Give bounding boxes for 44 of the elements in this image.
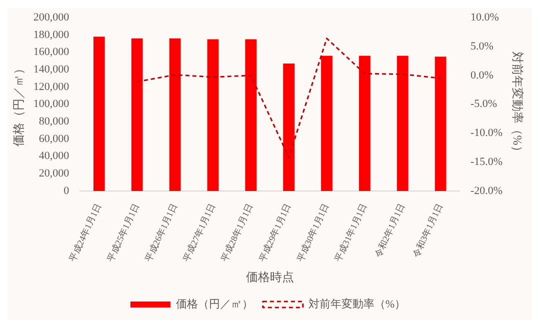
y2-tick-label: -20.0%	[470, 184, 503, 197]
bar	[396, 56, 408, 191]
bar	[245, 39, 257, 191]
y2-tick-label: -5.0%	[470, 98, 498, 110]
y-tick-label: 100,000	[33, 98, 70, 110]
bar	[169, 38, 181, 191]
x-tick-label: 平成27年1月1日	[181, 202, 217, 264]
y2-tick-label: -10.0%	[470, 127, 503, 140]
y-tick-label: 20,000	[38, 167, 70, 180]
x-tick-label: 平成28年1月1日	[219, 202, 255, 264]
bar	[283, 64, 294, 191]
bar	[434, 56, 446, 191]
legend-label: 価格（円／㎡）	[176, 298, 253, 310]
y-tick-label: 180,000	[33, 28, 70, 41]
y2-tick-label: 5.0%	[470, 40, 494, 52]
y-tick-label: 0	[64, 184, 70, 197]
bar	[358, 56, 370, 191]
bar	[131, 38, 143, 191]
x-tick-label: 平成25年1月1日	[105, 202, 142, 264]
x-tick-label: 平成29年1月1日	[257, 202, 293, 264]
y-axis-title: 価格（円／㎡）	[11, 62, 26, 146]
y-tick-label: 60,000	[38, 132, 70, 145]
y-tick-label: 120,000	[33, 80, 70, 93]
bar	[93, 36, 105, 191]
y2-axis-title: 対前年変動率（%）	[510, 51, 525, 158]
y2-tick-label: 0.0%	[470, 69, 494, 82]
bar	[207, 39, 219, 191]
y-tick-label: 160,000	[33, 46, 70, 58]
y2-tick-label: -15.0%	[470, 156, 503, 168]
y-tick-label: 200,000	[33, 11, 70, 24]
x-tick-label: 平成30年1月1日	[295, 202, 331, 264]
x-tick-label: 令和3年1月1日	[410, 202, 445, 260]
x-tick-label: 平成31年1月1日	[332, 202, 369, 264]
bar	[321, 56, 332, 191]
line-series	[136, 38, 442, 158]
x-tick-label: 平成26年1月1日	[143, 202, 179, 264]
x-tick-label: 令和2年1月1日	[372, 202, 407, 260]
y-tick-label: 140,000	[33, 63, 70, 76]
x-tick-label: 平成24年1月1日	[67, 202, 104, 264]
y-tick-label: 40,000	[38, 150, 70, 162]
y2-tick-label: 10.0%	[470, 11, 499, 24]
y-tick-label: 80,000	[38, 115, 70, 128]
x-axis-title: 価格時点	[246, 270, 294, 284]
legend-label: 対前年変動率（%）	[308, 297, 406, 310]
